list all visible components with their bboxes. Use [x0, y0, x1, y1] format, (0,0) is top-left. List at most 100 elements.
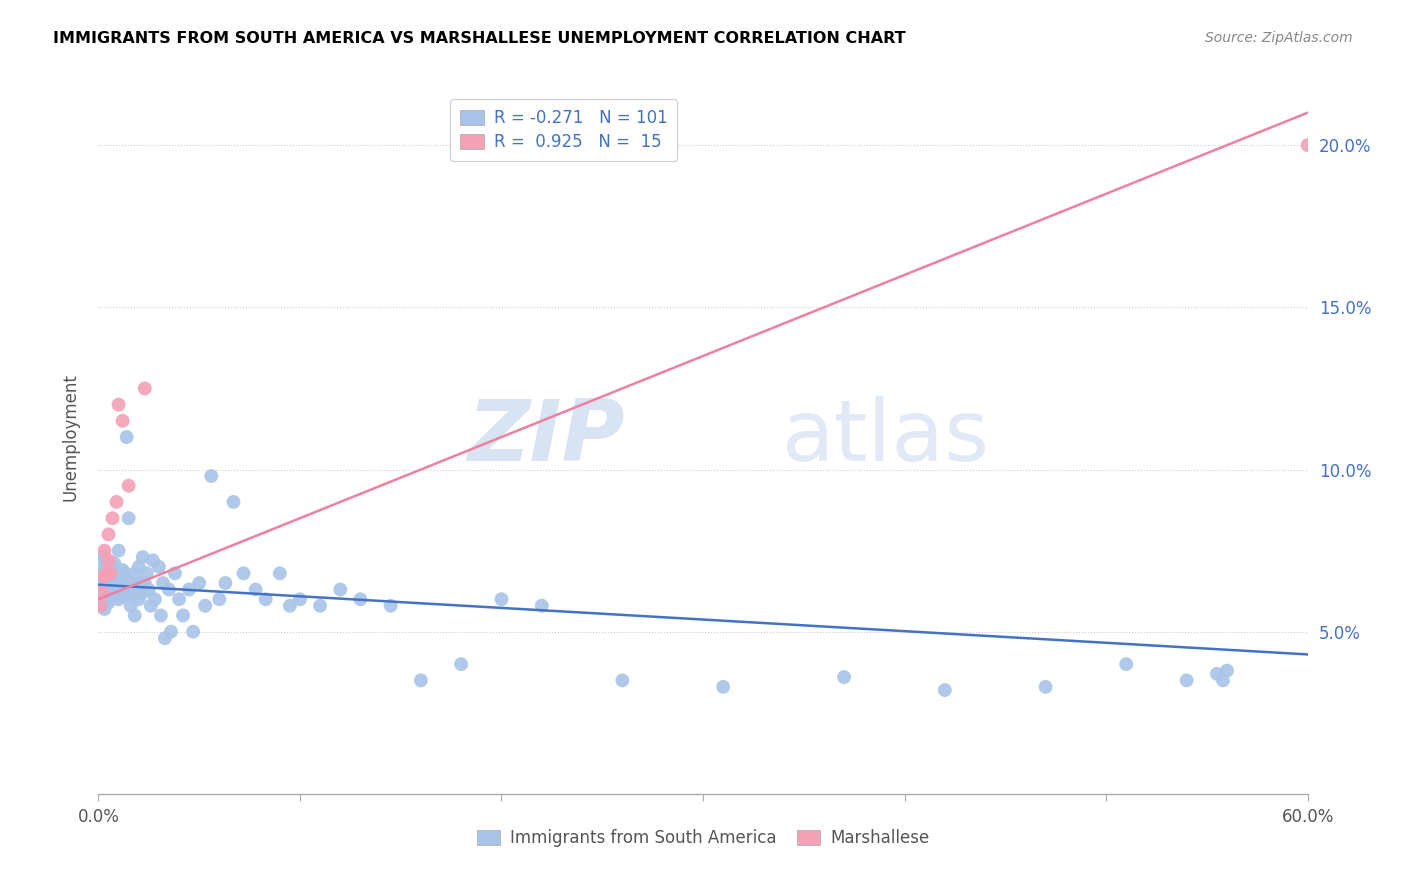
Point: [450, 657, 472, 672]
Y-axis label: Unemployment: Unemployment: [62, 373, 80, 501]
Point: [129, 576, 152, 591]
Point: [96, 566, 118, 581]
Point: [254, 592, 277, 607]
Point: [107, 398, 129, 412]
Point: [121, 579, 143, 593]
Point: [101, 559, 124, 574]
Point: [157, 582, 180, 597]
Point: [115, 430, 138, 444]
Point: [118, 582, 141, 597]
Point: [103, 557, 125, 571]
Point: [1212, 673, 1234, 688]
Point: [93, 576, 115, 591]
Point: [139, 599, 162, 613]
Point: [93, 569, 115, 583]
Point: [91, 566, 114, 581]
Point: [329, 582, 352, 597]
Point: [179, 582, 201, 597]
Point: [89, 582, 111, 597]
Text: IMMIGRANTS FROM SOUTH AMERICA VS MARSHALLESE UNEMPLOYMENT CORRELATION CHART: IMMIGRANTS FROM SOUTH AMERICA VS MARSHAL…: [53, 31, 905, 46]
Point: [97, 563, 120, 577]
Point: [128, 559, 150, 574]
Point: [208, 592, 231, 607]
Point: [194, 599, 217, 613]
Point: [409, 673, 432, 688]
Point: [118, 479, 141, 493]
Point: [832, 670, 855, 684]
Point: [163, 566, 186, 581]
Legend: Immigrants from South America, Marshallese: Immigrants from South America, Marshalle…: [467, 819, 939, 857]
Point: [1175, 673, 1198, 688]
Point: [269, 566, 291, 581]
Point: [309, 599, 332, 613]
Point: [132, 550, 155, 565]
Point: [142, 553, 165, 567]
Point: [97, 586, 120, 600]
Point: [222, 495, 245, 509]
Text: Source: ZipAtlas.com: Source: ZipAtlas.com: [1205, 31, 1353, 45]
Point: [124, 566, 146, 581]
Point: [172, 608, 194, 623]
Point: [612, 673, 634, 688]
Point: [91, 553, 114, 567]
Point: [111, 563, 134, 577]
Point: [93, 563, 115, 577]
Point: [138, 582, 160, 597]
Point: [114, 579, 136, 593]
Point: [91, 579, 114, 593]
Point: [1115, 657, 1137, 672]
Point: [96, 582, 118, 597]
Point: [380, 599, 402, 613]
Point: [114, 566, 136, 581]
Point: [93, 550, 115, 565]
Point: [101, 511, 124, 525]
Point: [232, 566, 254, 581]
Point: [97, 553, 120, 567]
Point: [100, 589, 122, 603]
Point: [148, 559, 170, 574]
Point: [89, 592, 111, 607]
Point: [128, 592, 150, 607]
Point: [120, 576, 142, 591]
Text: ZIP: ZIP: [467, 395, 624, 479]
Point: [89, 573, 111, 587]
Point: [96, 592, 118, 607]
Point: [491, 592, 513, 607]
Point: [97, 595, 120, 609]
Point: [91, 589, 114, 603]
Point: [1035, 680, 1057, 694]
Point: [530, 599, 553, 613]
Point: [110, 582, 132, 597]
Point: [278, 599, 301, 613]
Point: [152, 576, 174, 591]
Point: [101, 576, 124, 591]
Point: [711, 680, 734, 694]
Point: [110, 569, 132, 583]
Point: [135, 566, 157, 581]
Point: [93, 602, 115, 616]
Point: [96, 569, 118, 583]
Point: [103, 582, 125, 597]
Point: [245, 582, 267, 597]
Point: [111, 414, 134, 428]
Point: [143, 592, 166, 607]
Point: [125, 582, 148, 597]
Text: atlas: atlas: [782, 395, 990, 479]
Point: [1206, 666, 1229, 681]
Point: [134, 381, 156, 395]
Point: [100, 566, 122, 581]
Point: [181, 624, 204, 639]
Point: [101, 586, 124, 600]
Point: [132, 586, 155, 600]
Point: [160, 624, 183, 639]
Point: [111, 589, 134, 603]
Point: [934, 683, 956, 698]
Point: [97, 573, 120, 587]
Point: [1216, 664, 1239, 678]
Point: [349, 592, 371, 607]
Point: [105, 586, 128, 600]
Point: [124, 608, 146, 623]
Point: [118, 511, 141, 525]
Point: [105, 573, 128, 587]
Point: [1296, 138, 1319, 153]
